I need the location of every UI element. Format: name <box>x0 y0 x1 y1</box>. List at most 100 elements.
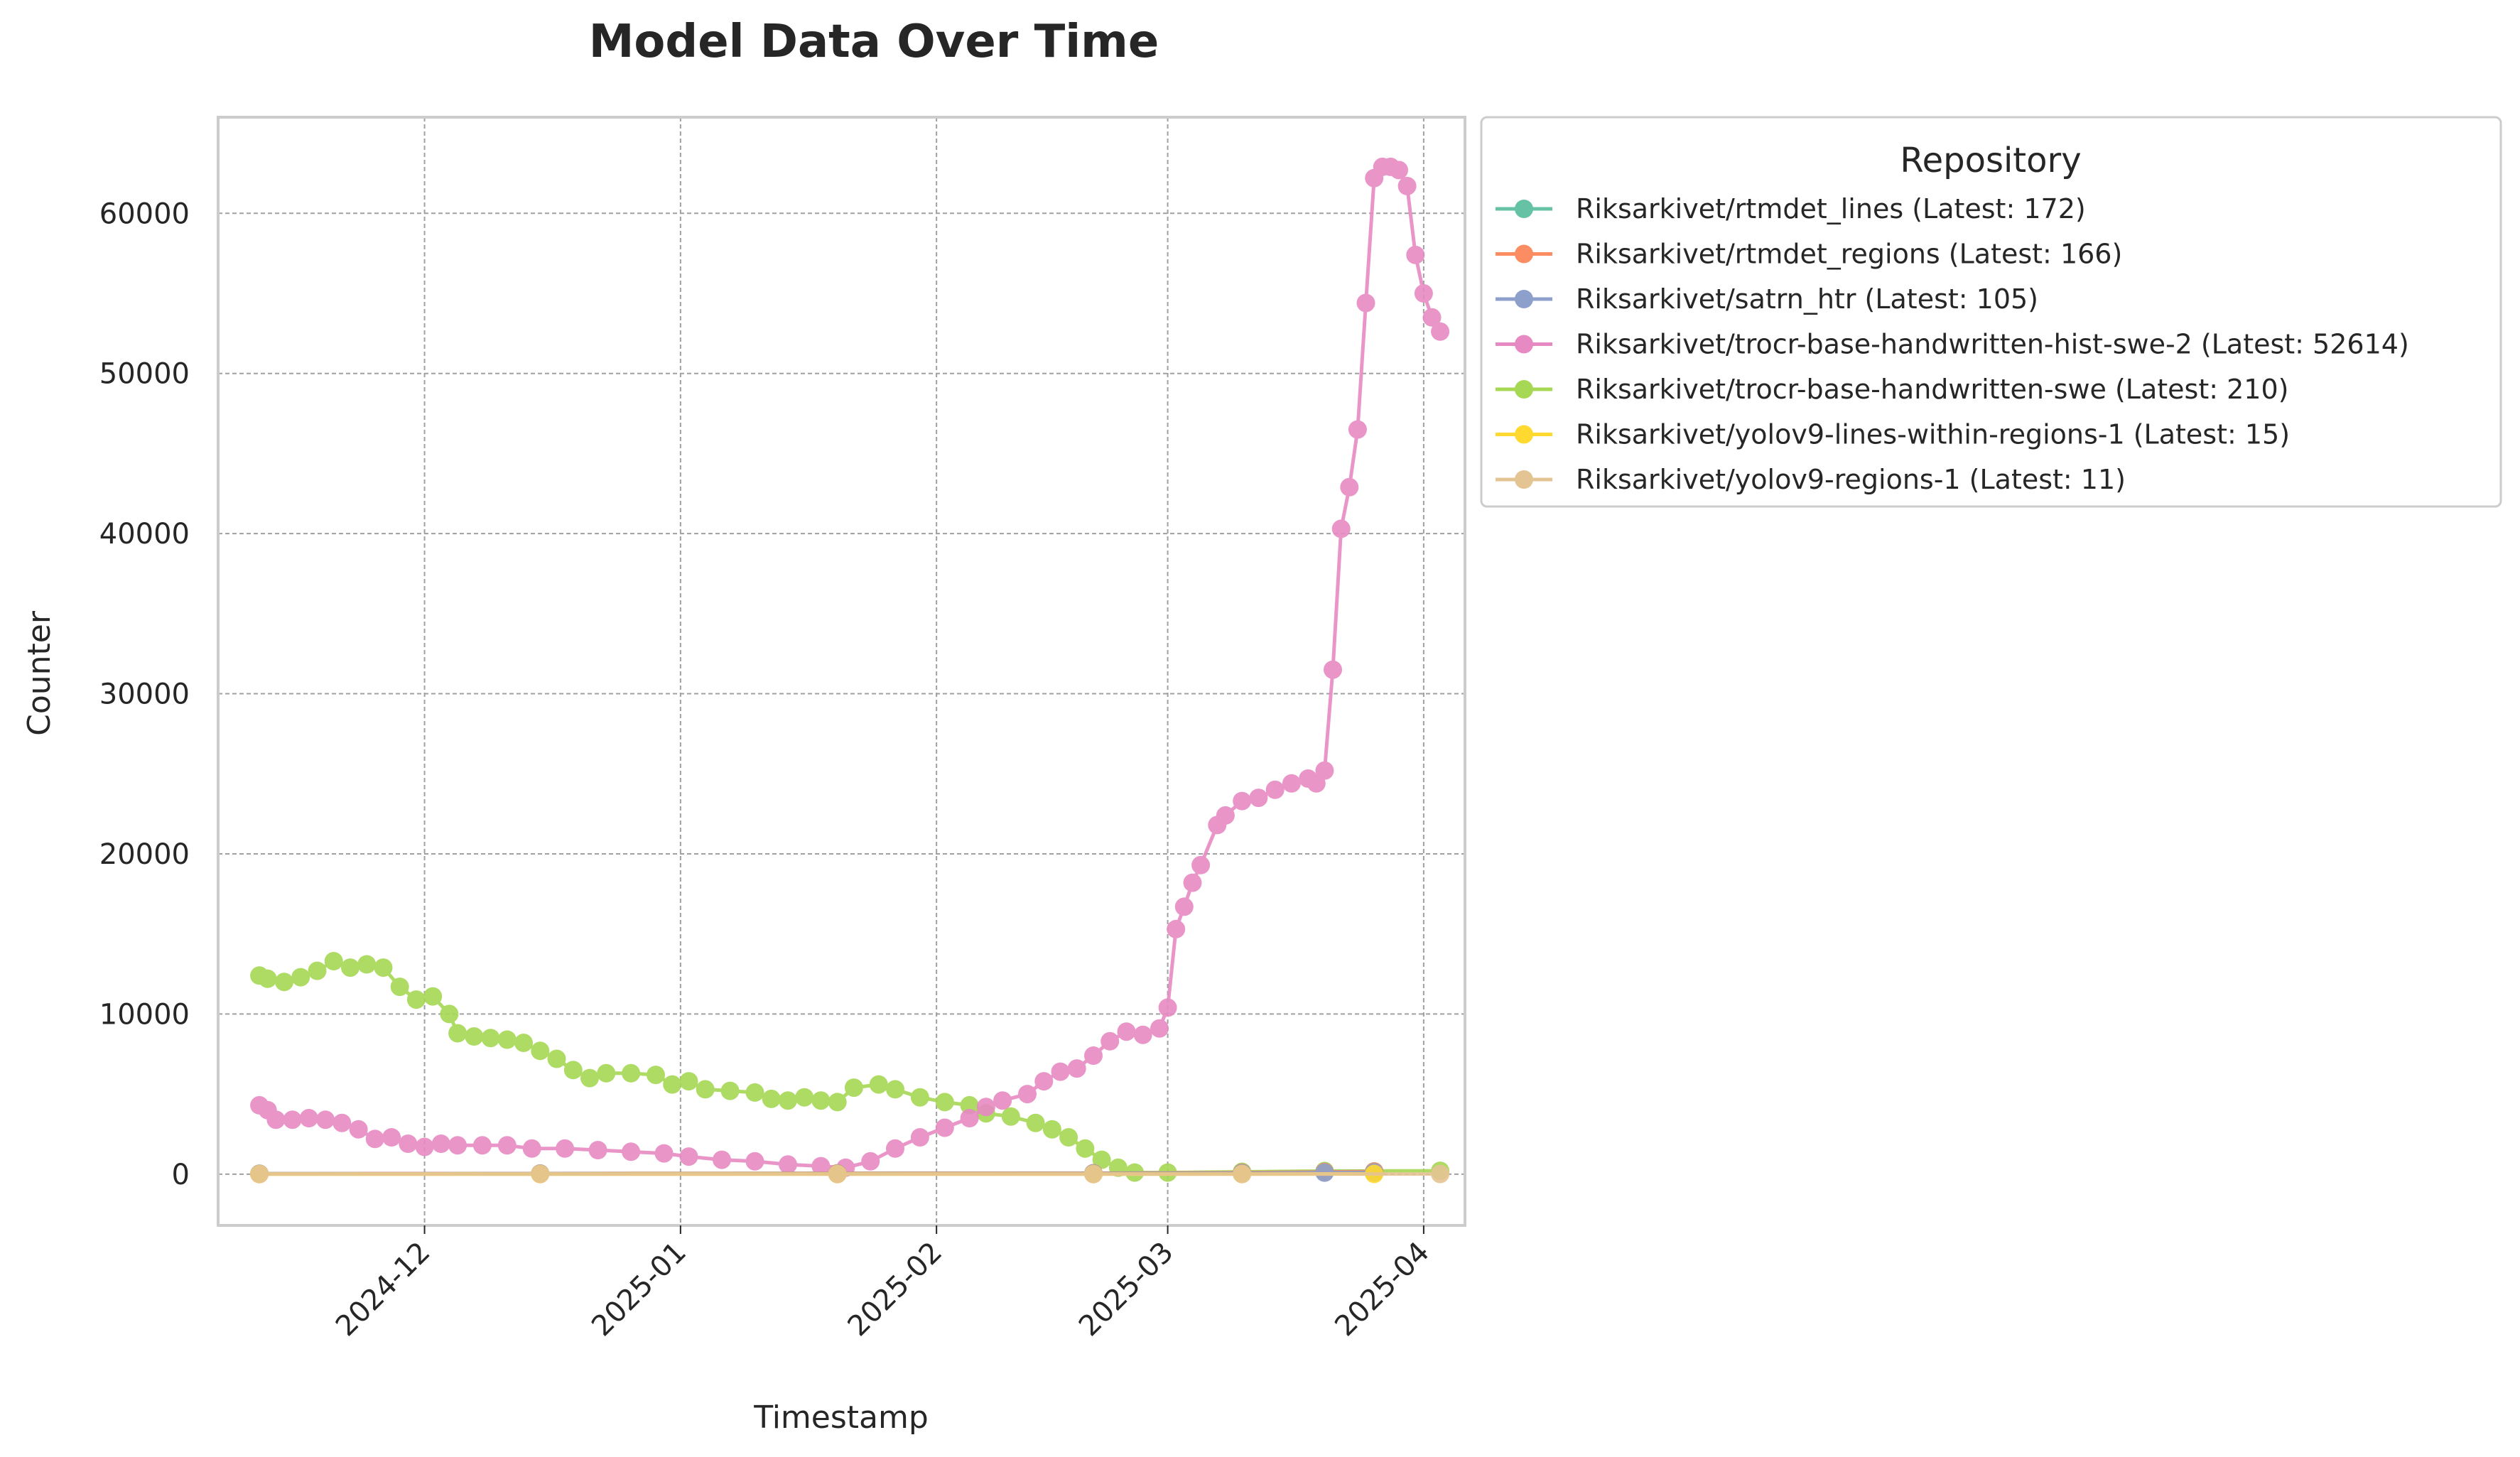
data-point <box>811 1157 831 1176</box>
data-point <box>531 1041 550 1061</box>
data-point <box>869 1075 888 1094</box>
data-point <box>1324 660 1342 679</box>
legend-marker <box>1515 380 1533 399</box>
data-point <box>440 1004 459 1024</box>
data-point <box>266 1110 286 1130</box>
data-point <box>1051 1062 1070 1081</box>
y-tick-label: 0 <box>172 1159 190 1191</box>
data-point <box>497 1030 517 1049</box>
data-point <box>374 958 393 977</box>
data-point <box>935 1118 954 1137</box>
legend-label: Riksarkivet/rtmdet_lines (Latest: 172) <box>1576 193 2086 224</box>
legend-entry: Riksarkivet/yolov9-regions-1 (Latest: 11… <box>1496 464 2126 495</box>
legend-label: Riksarkivet/satrn_htr (Latest: 105) <box>1576 283 2038 315</box>
legend-marker <box>1515 470 1533 489</box>
data-point <box>1034 1072 1054 1091</box>
data-point <box>1174 897 1194 916</box>
legend-entry: Riksarkivet/rtmdet_lines (Latest: 172) <box>1496 193 2086 224</box>
data-point <box>993 1091 1012 1110</box>
data-point <box>1084 1046 1103 1065</box>
legend-entry: Riksarkivet/satrn_htr (Latest: 105) <box>1496 283 2038 315</box>
data-point <box>1422 308 1442 327</box>
data-point <box>1331 519 1351 538</box>
legend-box <box>1480 116 2502 508</box>
data-point <box>448 1024 467 1043</box>
data-point <box>349 1120 368 1139</box>
chart-title: Model Data Over Time <box>589 16 1159 68</box>
data-point <box>258 969 277 988</box>
series-6 <box>250 1164 1450 1184</box>
data-point <box>1265 780 1285 799</box>
data-point <box>745 1152 764 1171</box>
data-point <box>779 1155 797 1174</box>
data-point <box>654 1144 674 1163</box>
data-point <box>828 1164 847 1184</box>
data-point <box>779 1091 797 1110</box>
data-point <box>250 1164 269 1184</box>
data-point <box>563 1061 583 1080</box>
data-point <box>861 1152 880 1171</box>
legend-label: Riksarkivet/trocr-base-handwritten-hist-… <box>1576 329 2409 360</box>
legend-entry: Riksarkivet/rtmdet_regions (Latest: 166) <box>1496 239 2122 270</box>
data-point <box>960 1095 979 1115</box>
data-point <box>332 1113 352 1132</box>
data-point <box>415 1137 434 1157</box>
data-point <box>597 1063 616 1083</box>
data-point <box>580 1068 599 1088</box>
data-point <box>720 1081 740 1100</box>
data-point <box>679 1147 698 1166</box>
data-point <box>935 1093 954 1112</box>
legend-label: Riksarkivet/rtmdet_regions (Latest: 166) <box>1576 239 2122 270</box>
legend-entry: Riksarkivet/trocr-base-handwritten-swe (… <box>1496 374 2288 405</box>
y-tick-label: 60000 <box>99 197 190 230</box>
data-point <box>1133 1025 1152 1044</box>
data-point <box>275 973 293 992</box>
legend-label: Riksarkivet/yolov9-lines-within-regions-… <box>1576 419 2290 450</box>
legend-title: Repository <box>1900 141 2081 180</box>
data-point <box>1158 998 1177 1017</box>
data-point <box>1414 284 1433 303</box>
legend-marker <box>1515 290 1533 308</box>
data-point <box>1018 1085 1037 1104</box>
data-point <box>1249 789 1268 808</box>
data-point <box>886 1139 904 1158</box>
data-point <box>1340 477 1359 497</box>
data-point <box>713 1150 731 1169</box>
data-point <box>1431 322 1450 341</box>
y-axis-ticks: 0 10000 20000 30000 40000 50000 60000 <box>99 197 190 1191</box>
data-point <box>382 1128 401 1147</box>
data-point <box>588 1141 607 1159</box>
plot-frame <box>217 116 1466 1227</box>
data-point <box>1042 1120 1061 1139</box>
data-point <box>1356 293 1375 313</box>
data-point <box>1067 1059 1086 1078</box>
legend-entry: Riksarkivet/yolov9-lines-within-regions-… <box>1496 419 2290 450</box>
data-point <box>828 1093 847 1112</box>
data-point <box>1282 774 1301 793</box>
data-point <box>324 952 343 970</box>
data-point <box>390 977 409 997</box>
data-point <box>1092 1150 1111 1169</box>
x-axis-label: Timestamp <box>753 1399 929 1436</box>
data-point <box>357 955 377 974</box>
data-point <box>1233 1164 1252 1184</box>
y-tick-label: 30000 <box>99 678 190 711</box>
data-point <box>1001 1107 1020 1126</box>
data-point <box>960 1109 979 1127</box>
y-tick-label: 10000 <box>99 998 190 1031</box>
legend-label: Riksarkivet/trocr-base-handwritten-swe (… <box>1576 374 2288 405</box>
data-point <box>1076 1139 1095 1158</box>
data-point <box>1150 1019 1169 1038</box>
data-point <box>745 1083 764 1102</box>
data-point <box>1117 1022 1136 1041</box>
data-point <box>647 1066 665 1085</box>
data-point <box>423 987 443 1006</box>
legend-marker <box>1515 244 1533 264</box>
data-point <box>431 1134 450 1153</box>
data-point <box>663 1075 682 1094</box>
data-point <box>1397 176 1417 195</box>
data-point <box>514 1034 533 1052</box>
data-point <box>811 1091 831 1110</box>
data-point <box>406 990 426 1009</box>
